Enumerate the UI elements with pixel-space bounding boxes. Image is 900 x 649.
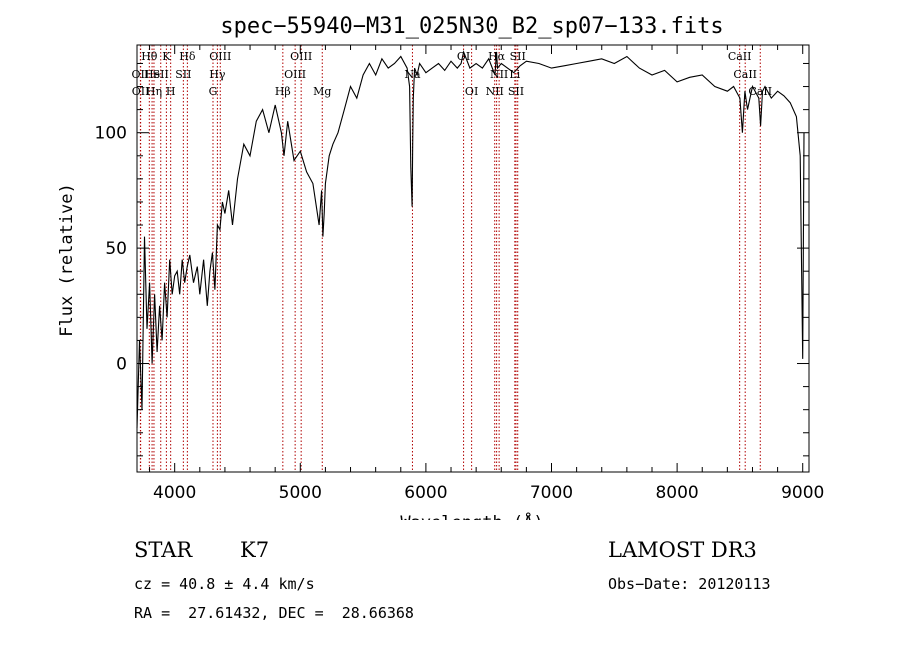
line-label-2: OII xyxy=(132,85,150,98)
line-label-8: Hδ xyxy=(179,50,196,63)
spectrum-line xyxy=(136,49,805,429)
survey-name: LAMOST DR3 xyxy=(608,538,757,562)
line-label-25: Li xyxy=(509,68,520,81)
line-label-21: NII xyxy=(486,85,504,98)
x-axis-ticks: 4000 5000 6000 7000 8000 9000 xyxy=(149,45,824,503)
object-class: STAR xyxy=(134,538,193,562)
chart-title: spec−55940−M31_025N30_B2_sp07−133.fits xyxy=(220,14,723,39)
line-label-9: SII xyxy=(175,68,191,81)
y-axis-ticks: 0 50 100 xyxy=(95,62,809,457)
x-tick-label: 5000 xyxy=(279,483,322,503)
line-label-27: CaII xyxy=(733,68,757,81)
x-axis-label: Wavelength (Å) xyxy=(400,511,543,520)
y-tick-label: 50 xyxy=(105,239,127,259)
line-label-0: Hθ xyxy=(141,50,158,63)
line-label-14: OIII xyxy=(284,68,306,81)
y-tick-label: 0 xyxy=(116,355,127,375)
line-label-19: OI xyxy=(465,85,478,98)
line-label-22: NII xyxy=(490,68,508,81)
observation-date: Obs−Date: 20120113 xyxy=(608,575,771,593)
line-label-11: Hγ xyxy=(209,68,226,81)
line-label-15: OIII xyxy=(290,50,312,63)
x-tick-label: 9000 xyxy=(781,483,824,503)
line-label-3: He xyxy=(144,68,160,81)
line-label-5: K xyxy=(162,50,171,63)
plot-frame xyxy=(136,44,810,473)
line-label-26: CaII xyxy=(728,50,752,63)
line-label-23: SII xyxy=(508,85,524,98)
line-label-10: OIII xyxy=(209,50,231,63)
x-tick-label: 6000 xyxy=(404,483,447,503)
ra-dec: RA = 27.61432, DEC = 28.66368 xyxy=(134,604,414,622)
x-tick-label: 8000 xyxy=(655,483,698,503)
line-label-4: Hη xyxy=(146,85,162,98)
object-subclass: K7 xyxy=(240,538,270,562)
x-tick-label: 4000 xyxy=(153,483,196,503)
y-axis-label: Flux (relative) xyxy=(57,183,77,337)
line-label-6: SII xyxy=(153,68,169,81)
line-label-1: OII xyxy=(132,68,150,81)
redshift-cz: cz = 40.8 ± 4.4 km/s xyxy=(134,575,315,593)
line-label-16: Mg xyxy=(313,85,331,98)
y-tick-label: 100 xyxy=(95,124,127,144)
line-label-24: SII xyxy=(510,50,526,63)
line-label-7: H xyxy=(166,85,176,98)
line-label-12: G xyxy=(209,85,218,98)
spectrum-chart: spec−55940−M31_025N30_B2_sp07−133.fits H… xyxy=(57,14,824,520)
line-label-13: Hβ xyxy=(275,85,291,98)
x-tick-label: 7000 xyxy=(530,483,573,503)
spectral-line-markers xyxy=(139,45,761,472)
